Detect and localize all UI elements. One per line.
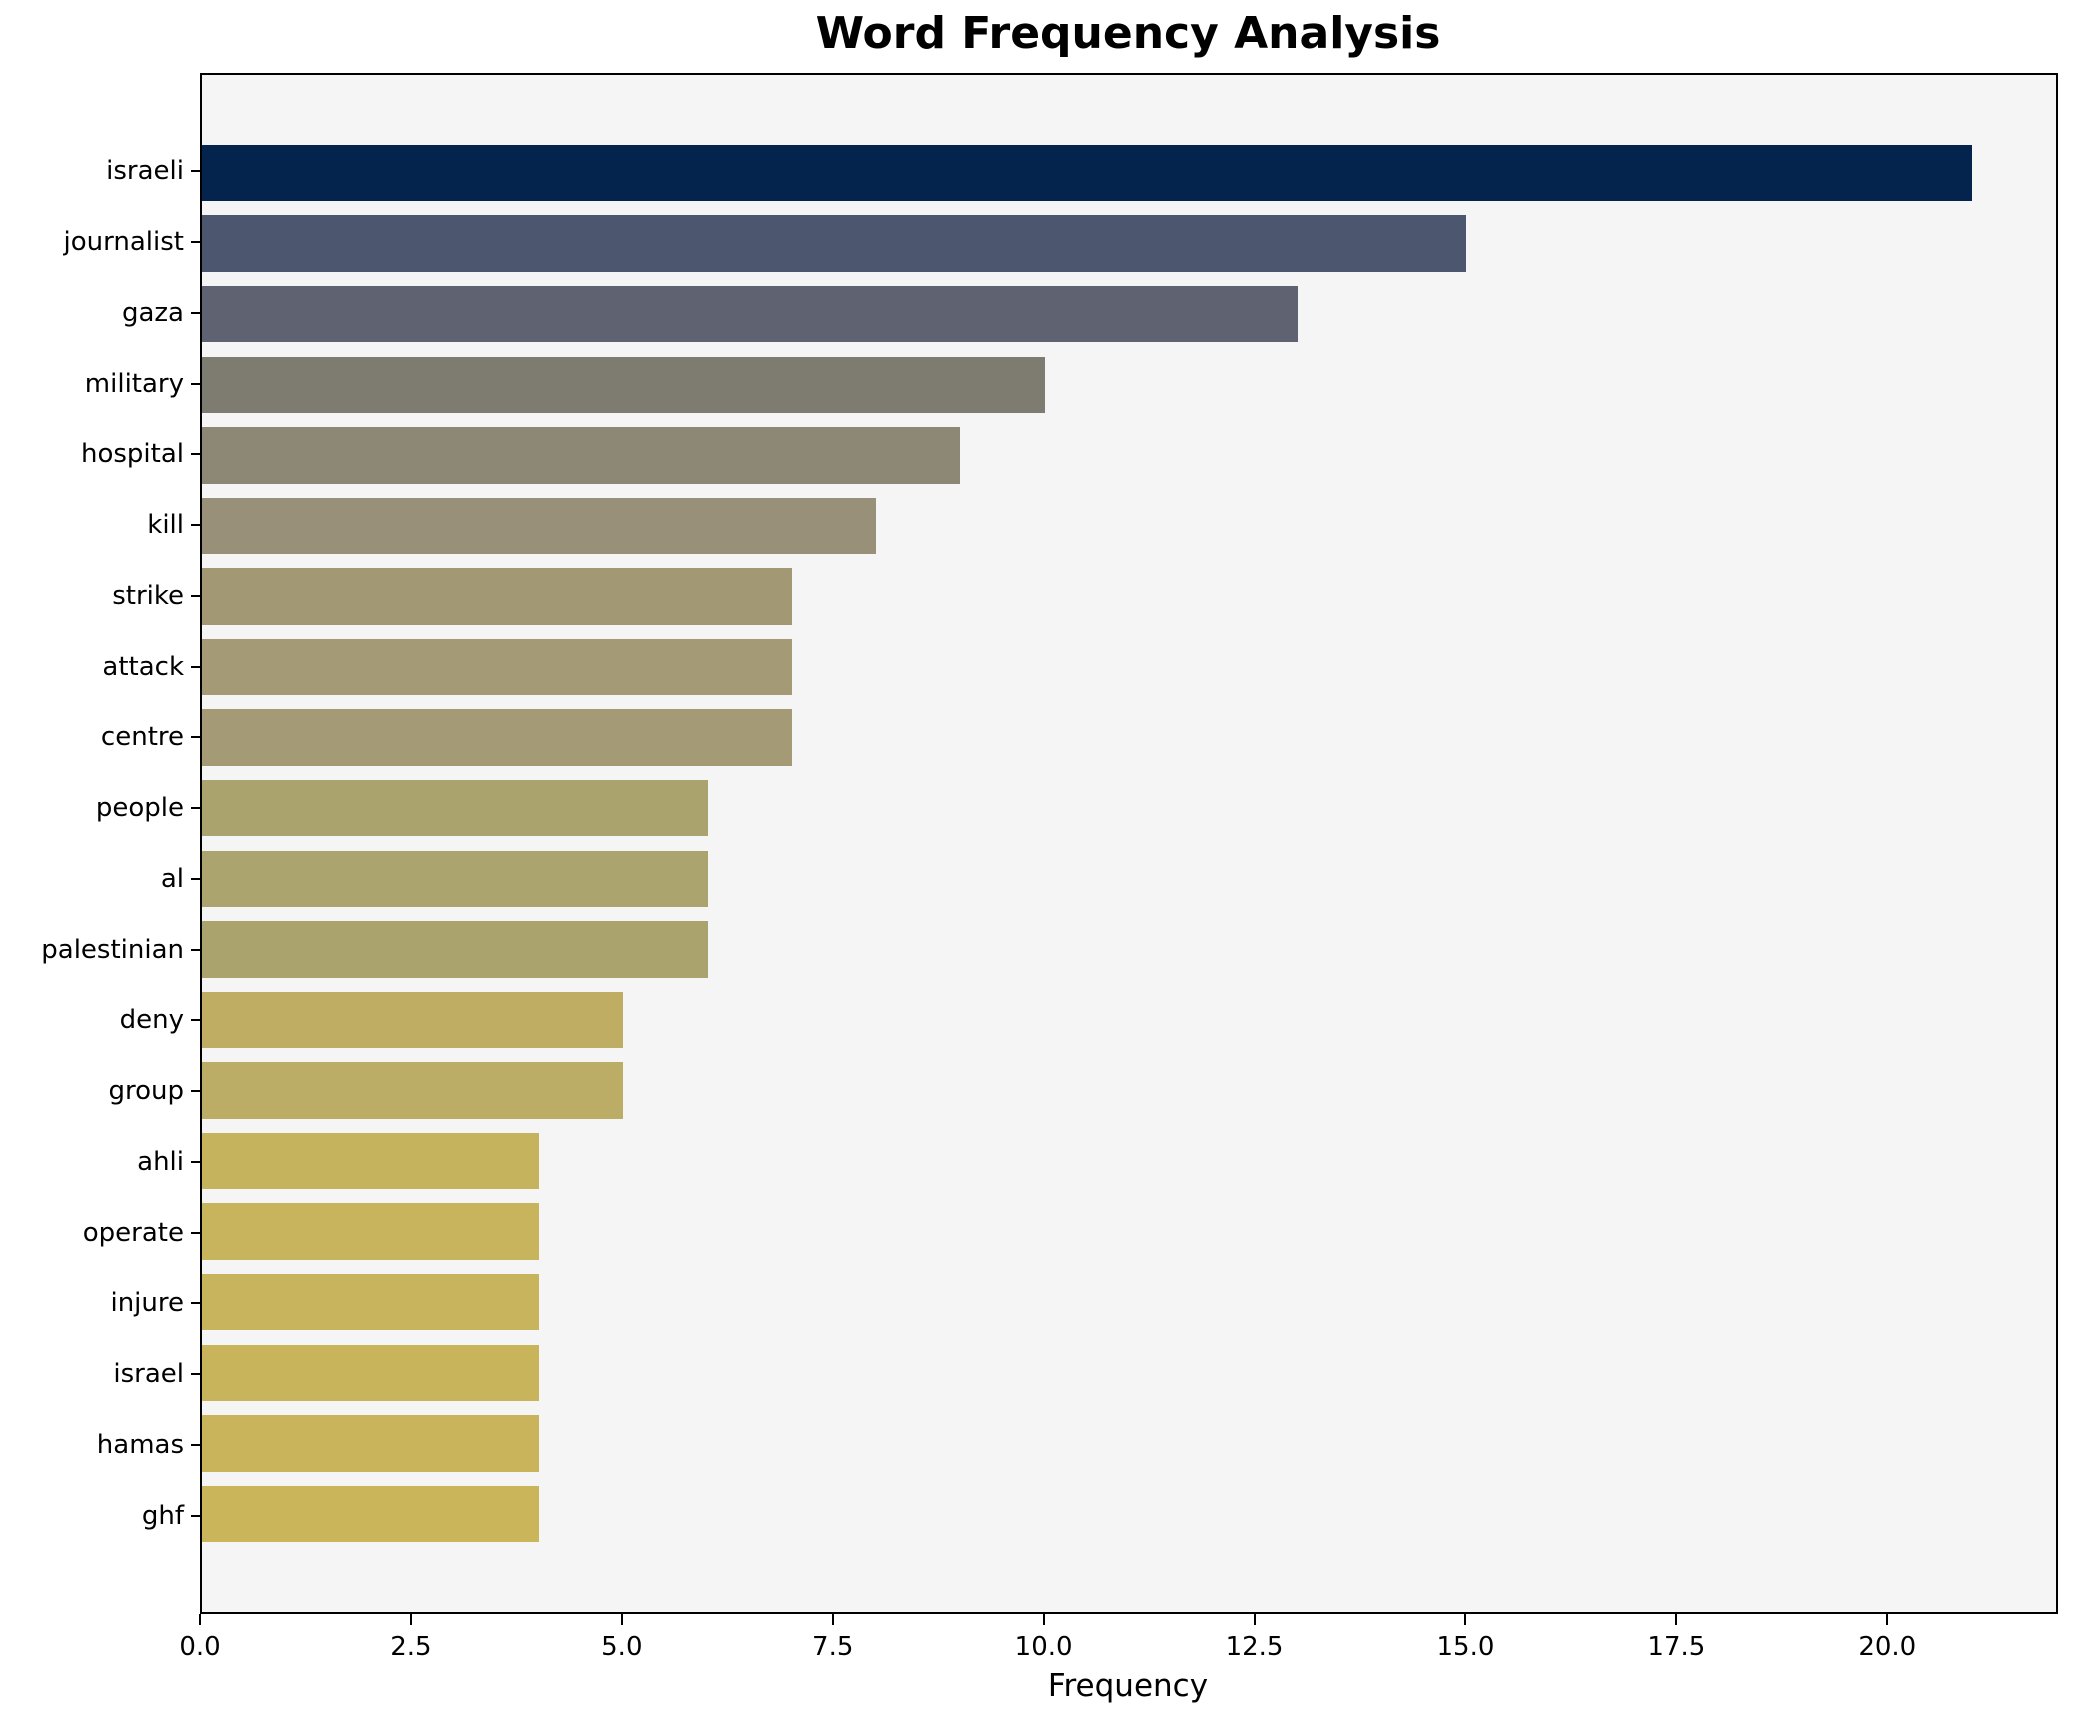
- bar: [202, 568, 792, 625]
- x-tick-label: 12.5: [1225, 1632, 1284, 1662]
- y-tick-label: ahli: [137, 1146, 184, 1177]
- bar: [202, 144, 1972, 202]
- x-tick-mark: [1886, 1614, 1889, 1625]
- y-tick-mark: [191, 1443, 201, 1446]
- y-tick-mark: [191, 1019, 201, 1022]
- bar: [202, 991, 624, 1049]
- x-tick-mark: [1675, 1614, 1678, 1625]
- y-tick-label: deny: [119, 1005, 184, 1036]
- bar: [202, 497, 877, 555]
- y-tick-mark: [191, 1231, 201, 1234]
- bar: [202, 215, 1467, 272]
- y-tick-label: journalist: [63, 227, 184, 258]
- y-tick-mark: [191, 524, 201, 527]
- x-tick-label: 5.0: [601, 1632, 643, 1662]
- y-tick-mark: [191, 1373, 201, 1376]
- bar: [202, 356, 1045, 414]
- chart-title: Word Frequency Analysis: [815, 8, 1441, 59]
- y-tick-mark: [191, 877, 201, 880]
- y-tick-label: group: [108, 1076, 184, 1107]
- x-tick-label: 2.5: [390, 1632, 432, 1662]
- x-tick-mark: [1464, 1614, 1467, 1625]
- bar: [202, 1415, 540, 1472]
- y-tick-label: people: [95, 793, 184, 824]
- y-tick-label: military: [84, 368, 184, 399]
- y-tick-label: centre: [100, 722, 184, 753]
- y-axis-labels: israeli journalist gaza military hospital kil…: [0, 73, 201, 1614]
- bar: [202, 850, 708, 907]
- x-axis-title: Frequency: [1047, 1668, 1209, 1704]
- y-tick-mark: [191, 594, 201, 597]
- x-tick-label: 15.0: [1436, 1632, 1495, 1662]
- y-tick-label: attack: [102, 651, 184, 682]
- y-tick-label: hamas: [96, 1429, 184, 1460]
- bar: [202, 1344, 540, 1401]
- bar: [202, 921, 708, 978]
- y-tick-label: injure: [110, 1288, 184, 1319]
- y-tick-label: al: [160, 863, 184, 894]
- bar: [202, 1273, 540, 1331]
- y-tick-label: ghf: [141, 1500, 184, 1531]
- y-tick-label: kill: [147, 510, 184, 541]
- bar: [202, 1132, 540, 1190]
- y-tick-label: palestinian: [41, 934, 184, 965]
- bar: [202, 638, 792, 696]
- y-tick-label: israeli: [106, 156, 184, 187]
- bar: [202, 1062, 624, 1119]
- bar: [202, 779, 708, 837]
- x-tick-mark: [199, 1614, 201, 1625]
- y-tick-mark: [191, 1160, 201, 1163]
- x-tick-label: 10.0: [1014, 1632, 1073, 1662]
- y-tick-mark: [191, 382, 201, 385]
- plot-area: [200, 73, 2058, 1614]
- x-tick-label: 0.0: [179, 1632, 221, 1662]
- x-tick-label: 7.5: [812, 1632, 854, 1662]
- y-tick-mark: [191, 1514, 201, 1517]
- x-tick-label: 20.0: [1858, 1632, 1917, 1662]
- y-tick-mark: [191, 453, 201, 456]
- y-tick-label: israel: [113, 1359, 184, 1390]
- x-tick-mark: [409, 1614, 412, 1625]
- x-tick-mark: [1253, 1614, 1256, 1625]
- y-tick-mark: [191, 948, 201, 951]
- y-tick-mark: [191, 311, 201, 314]
- bar: [202, 427, 961, 484]
- x-tick-label: 17.5: [1647, 1632, 1706, 1662]
- bar: [202, 286, 1298, 343]
- y-tick-label: gaza: [121, 297, 184, 328]
- x-tick-mark: [1042, 1614, 1045, 1625]
- bar: [202, 709, 792, 766]
- y-tick-label: hospital: [80, 439, 184, 470]
- y-tick-mark: [191, 1302, 201, 1305]
- bar: [202, 1203, 540, 1260]
- y-tick-mark: [191, 665, 201, 668]
- x-tick-mark: [831, 1614, 834, 1625]
- y-tick-mark: [191, 170, 201, 173]
- y-tick-mark: [191, 1090, 201, 1093]
- y-tick-label: operate: [82, 1217, 184, 1248]
- y-tick-mark: [191, 736, 201, 739]
- y-tick-label: strike: [112, 580, 184, 611]
- x-tick-mark: [620, 1614, 623, 1625]
- x-axis: 0.0 2.5 5.0 7.5 10.0 12.5 15.0 17.5 20.0: [179, 1614, 2056, 1684]
- y-tick-mark: [191, 241, 201, 244]
- bar: [202, 1485, 540, 1543]
- y-tick-mark: [191, 807, 201, 810]
